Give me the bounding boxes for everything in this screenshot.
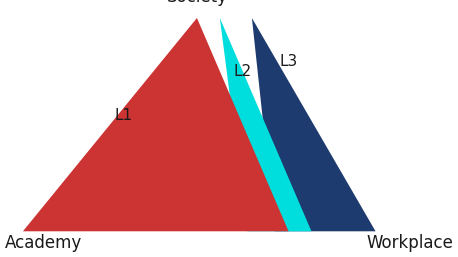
Text: L2: L2 bbox=[234, 65, 252, 79]
Polygon shape bbox=[220, 18, 311, 231]
Text: Workplace: Workplace bbox=[366, 234, 453, 252]
Polygon shape bbox=[252, 18, 376, 231]
Text: Society: Society bbox=[166, 0, 228, 6]
Polygon shape bbox=[23, 18, 289, 231]
Text: L1: L1 bbox=[114, 108, 133, 123]
Text: L3: L3 bbox=[279, 54, 298, 69]
Text: Academy: Academy bbox=[5, 234, 82, 252]
